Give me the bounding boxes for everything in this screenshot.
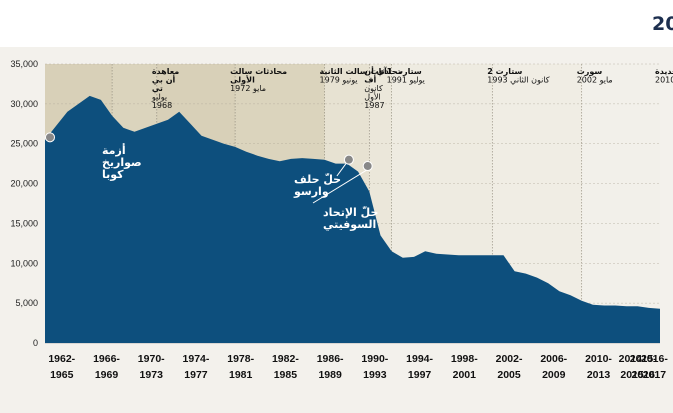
x-tick-label: 2002-: [496, 353, 523, 365]
event-marker: [343, 154, 354, 165]
era-title: سورت: [577, 67, 603, 76]
x-tick-label: 1962-: [48, 353, 75, 365]
x-tick-label: 1966-: [93, 353, 120, 365]
annotation-text: صواريخ: [102, 156, 142, 169]
y-tick-label: 35,000: [10, 59, 38, 69]
x-tick-label: 2014-: [619, 353, 646, 365]
era-title: محادثات سالت: [230, 67, 287, 76]
x-tick-label: 1965: [50, 369, 74, 381]
era-title: أف: [364, 75, 376, 85]
x-tick-label: 2009: [542, 369, 566, 381]
x-tick-label: 1969: [95, 369, 119, 381]
x-tick-label: 1989: [318, 369, 342, 381]
x-tick-label: 2006-: [540, 353, 567, 365]
y-tick-label: 30,000: [10, 99, 38, 109]
era-title: الأولى: [230, 75, 255, 85]
era-date: 1968: [152, 101, 172, 110]
x-tick-label: 2013: [587, 369, 611, 381]
annotation-text: كوبا: [102, 168, 124, 181]
y-tick-label: 0: [33, 338, 38, 348]
x-tick-label: 1978-: [227, 353, 254, 365]
y-tick-label: 5,000: [15, 298, 38, 308]
x-tick-label: 2015-: [630, 353, 657, 365]
x-tick-label: 2005: [497, 369, 521, 381]
era-date: نيسان 2010: [655, 76, 673, 85]
era-title: تي: [152, 84, 163, 93]
era-date: يونيو 1979: [320, 76, 358, 85]
annotation-text: وارسو: [293, 185, 329, 198]
era-date: الأول: [364, 92, 380, 102]
chart-title: مخزون الولايات المتحدة من الأسلحة النووي…: [652, 12, 673, 35]
x-tick-label: 1981: [229, 369, 253, 381]
annotation-leader: [312, 169, 367, 204]
era-title: ستارت 1: [387, 67, 422, 76]
y-tick-label: 15,000: [10, 218, 38, 228]
era-date: مايو 1972: [230, 84, 266, 93]
era-date: يوليو 1991: [387, 76, 425, 85]
y-axis: 35,000 30,000 25,000 20,000 15,000 10,000 5,00…: [10, 59, 38, 348]
annotation-text: حلّ الإتحاد: [323, 205, 378, 219]
x-tick-label: 1982-: [272, 353, 299, 365]
x-tick-label: 1993: [363, 369, 387, 381]
era-date: يوليو: [151, 93, 167, 102]
era-title: أن بي: [152, 75, 176, 85]
annotation-leader: [336, 163, 347, 177]
era-title: محادثات سالت الثانية: [320, 67, 403, 76]
event-marker: [362, 161, 373, 172]
x-tick-label: 2017: [643, 369, 667, 381]
annotation-text: أزمة: [102, 143, 126, 157]
era-title: معاهدة ستارت الجديدة: [655, 67, 673, 76]
x-tick-label: 2016-: [641, 353, 668, 365]
x-tick-label: 1997: [408, 369, 432, 381]
era-date: كانون الثاني 1993: [487, 76, 550, 85]
era-title: معاهدة: [152, 67, 179, 76]
x-tick-label: 2015: [620, 369, 644, 381]
x-tick-label: 1977: [184, 369, 208, 381]
x-tick-label: 1994-: [406, 353, 433, 365]
x-tick-label: 2001: [453, 369, 477, 381]
x-tick-label: 1998-: [451, 353, 478, 365]
era-date: مايو 2002: [577, 76, 613, 85]
x-tick-label: 1974-: [183, 353, 210, 365]
event-marker: [45, 132, 55, 143]
y-tick-label: 10,000: [10, 258, 38, 268]
x-tick-label: 1990-: [361, 353, 388, 365]
x-axis: 1962- 1965 1966- 1969 1970- 1973 1974- 1977 1978…: [48, 353, 668, 381]
annotation-text: السوفيتي: [323, 218, 376, 231]
y-tick-label: 20,000: [10, 179, 38, 189]
era-date: كانون: [364, 84, 383, 93]
era-date: 1987: [364, 101, 384, 110]
x-tick-label: 1970-: [138, 353, 165, 365]
x-tick-label: 2016: [632, 369, 656, 381]
era-title: آي أن: [364, 66, 387, 76]
x-tick-label: 2010-: [585, 353, 612, 365]
annotation-text: حلّ حلف: [294, 172, 341, 186]
era-title: ستارت 2: [487, 67, 522, 76]
x-tick-label: 1986-: [317, 353, 344, 365]
y-tick-label: 25,000: [10, 139, 38, 149]
era-band: [581, 64, 660, 343]
x-tick-label: 1973: [140, 369, 164, 381]
stockpile-area: [45, 95, 660, 344]
x-tick-label: 1985: [274, 369, 298, 381]
